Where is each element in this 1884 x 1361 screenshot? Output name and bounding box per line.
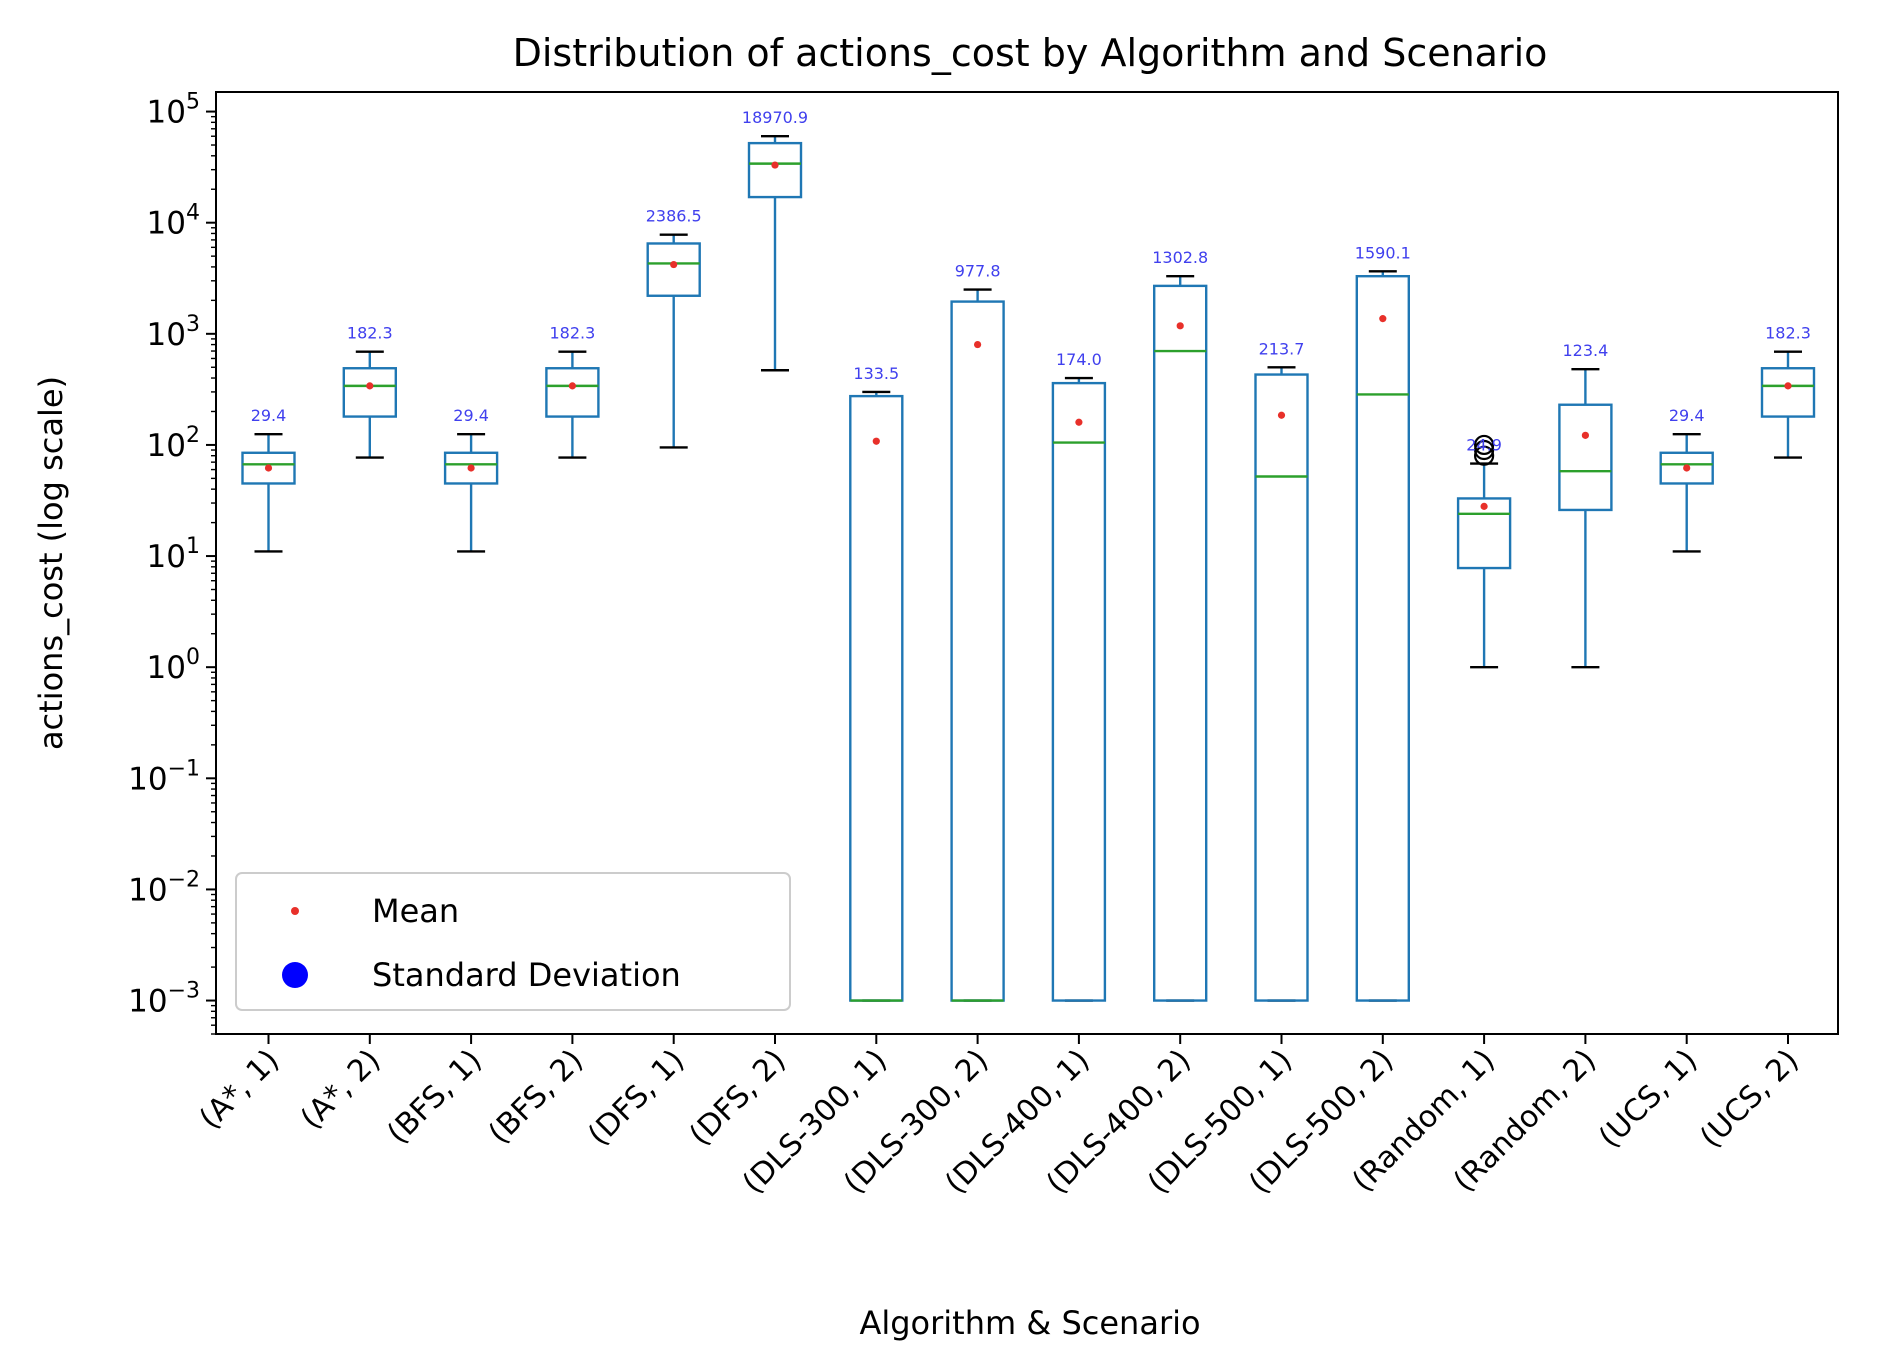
box-body [443,451,499,485]
x-tick-label: (BFS, 2) [482,1043,590,1151]
box-8: 977.8 [950,262,1005,1002]
box-body [545,367,600,418]
std-label: 174.0 [1056,350,1102,369]
std-label: 18970.9 [742,108,808,127]
box-body [1355,274,1411,1002]
std-label: 977.8 [955,262,1001,281]
legend-label-1: Mean [372,892,459,930]
std-label: 2386.5 [646,207,702,226]
x-tick-label: (A*, 2) [294,1043,387,1136]
mean-point [974,340,982,349]
box-body [1558,403,1613,512]
mean-point [1379,315,1387,323]
std-label: 213.7 [1259,339,1305,358]
y-tick-label: 10−1 [128,756,200,797]
std-label: 29.4 [1669,406,1705,425]
y-tick-label: 100 [147,645,200,686]
box-9: 174.0 [1051,350,1107,1002]
box-14: 123.4 [1558,341,1613,669]
x-tick-label: (DFS, 1) [581,1043,691,1153]
box-body [747,141,803,199]
legend-box [235,872,791,1011]
y-axis: 10−3 10−2 10−1 100 101 102 103 104 105 [128,90,216,1035]
box-2: 182.3 [342,324,397,459]
y-tick-label: 102 [147,423,200,464]
box-4: 182.3 [545,324,600,459]
y-tick-label: 104 [147,201,200,242]
mean-point [1277,411,1286,419]
box-12: 1590.1 [1355,243,1411,1002]
box-13: 24.9 [1456,434,1512,669]
x-tick-label: (UCS, 1) [1592,1043,1704,1155]
box-body [950,300,1005,1002]
box-3: 29.4 [443,406,499,553]
mean-point [1784,382,1792,390]
box-body [646,242,701,297]
mean-point [1480,502,1488,510]
boxes-layer: 29.4 182.3 29.4 182.3 2386.5 18970.9 133.5 977.… [241,108,1816,1002]
std-label: 182.3 [347,324,393,343]
mean-point [264,464,273,472]
std-label: 182.3 [549,324,595,343]
y-tick-label: 10−3 [128,979,200,1020]
box-7: 133.5 [849,364,904,1002]
std-label: 123.4 [1562,341,1608,360]
mean-point [467,464,475,472]
mean-point [670,260,678,269]
box-10: 1302.8 [1152,248,1208,1002]
x-tick-label: (UCS, 2) [1694,1043,1806,1155]
box-body [1659,451,1714,485]
outlier-point [1473,439,1495,461]
box-11: 213.7 [1254,339,1309,1002]
y-tick-label: 105 [147,90,200,131]
legend-label-2: Standard Deviation [372,956,681,994]
std-label: 29.4 [251,406,287,425]
legend-marker-2 [282,962,308,988]
mean-point [568,382,577,390]
std-label: 1302.8 [1152,248,1208,267]
x-tick-label: (A*, 1) [193,1043,286,1136]
mean-point [366,382,374,390]
box-body [1456,497,1512,570]
mean-point [771,161,779,169]
mean-point [1581,431,1589,439]
box-body [1254,373,1309,1002]
x-tick-label: (BFS, 1) [381,1043,489,1151]
std-label: 182.3 [1765,324,1811,343]
box-body [342,367,397,418]
std-label: 133.5 [853,364,899,383]
box-body [1051,381,1107,1002]
chart-title: Distribution of actions_cost by Algorith… [513,31,1548,75]
mean-point [1176,322,1184,330]
mean-point [1683,464,1691,472]
plot-frame [215,91,1839,1035]
box-1: 29.4 [241,406,296,553]
y-axis-label: actions_cost (log scale) [32,376,70,750]
box-15: 29.4 [1659,406,1714,553]
box-16: 182.3 [1760,324,1816,459]
std-label: 1590.1 [1355,243,1411,262]
y-tick-label: 101 [147,534,200,575]
x-axis: (A*, 1) (A*, 2)(BFS, 1)(BFS, 2)(DFS, 1)(D… [193,1034,1806,1201]
box-body [849,394,904,1002]
outlier-point [1473,445,1495,466]
std-label: 29.4 [453,406,489,425]
box-body [1760,367,1816,418]
box-6: 18970.9 [742,108,808,372]
y-tick-label: 10−2 [128,867,200,908]
y-tick-label: 103 [147,312,200,353]
legend-marker-1 [291,907,299,915]
mean-point [1075,418,1083,426]
x-axis-label: Algorithm & Scenario [859,1304,1200,1342]
box-5: 2386.5 [646,207,702,449]
legend: Mean Standard Deviation [235,872,791,1011]
mean-point [872,437,880,445]
box-body [241,451,296,485]
std-label: 24.9 [1466,436,1502,455]
outlier-point [1473,434,1495,456]
box-body [1152,284,1208,1002]
